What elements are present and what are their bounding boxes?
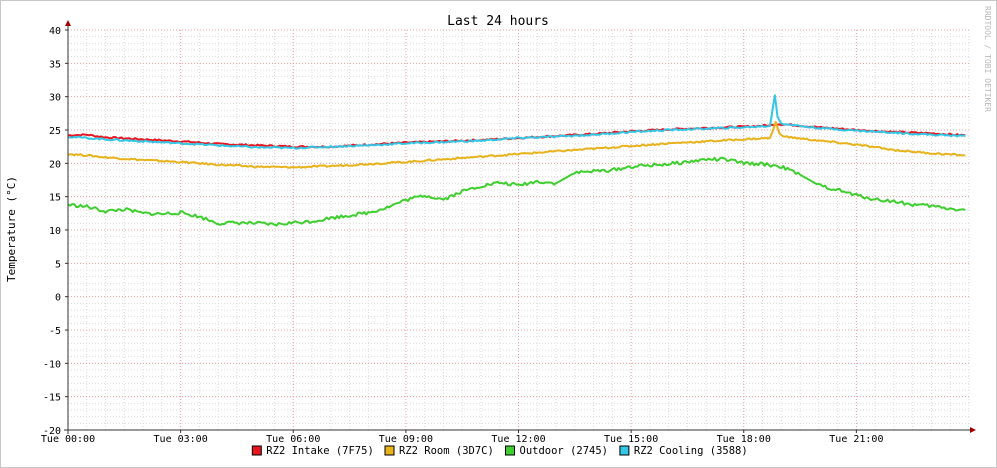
x-tick-label: Tue 06:00: [266, 434, 320, 445]
x-tick-label: Tue 21:00: [829, 434, 883, 445]
axes: [64, 20, 976, 434]
x-tick-labels: Tue 00:00 Tue 03:00 Tue 06:00 Tue 09:00 Tue …: [41, 430, 883, 445]
x-axis-arrow: [970, 427, 976, 433]
y-tick-label: 40: [49, 26, 61, 37]
legend-label-3: Outdoor (2745): [520, 445, 609, 457]
y-tick-label: 30: [49, 93, 61, 104]
y-tick-label: 5: [55, 259, 61, 270]
y-tick-label: 0: [55, 293, 61, 304]
y-axis-arrow: [65, 20, 71, 26]
legend-label-2: RZ2 Room (3D7C): [399, 445, 494, 457]
y-tick-label: -20: [43, 426, 61, 437]
series-line-2: [67, 121, 966, 169]
y-tick-label: -15: [43, 393, 61, 404]
y-tick-label: 15: [49, 193, 61, 204]
legend-label-4: RZ2 Cooling (3588): [634, 445, 748, 457]
y-tick-label: -10: [43, 359, 61, 370]
legend-label-1: RZ2 Intake (7F75): [266, 445, 373, 457]
x-tick-label: Tue 00:00: [41, 434, 95, 445]
y-tick-label: -5: [49, 326, 61, 337]
y-tick-label: 35: [49, 59, 61, 70]
series-line-4: [68, 94, 966, 150]
legend: RZ2 Intake (7F75) RZ2 Room (3D7C) Outdoor …: [251, 445, 748, 457]
series-line-3: [67, 156, 966, 227]
legend-swatch-2: [384, 445, 395, 456]
major-grid: [67, 29, 969, 431]
legend-swatch-4: [619, 445, 630, 456]
x-tick-label: Tue 15:00: [604, 434, 658, 445]
x-tick-label: Tue 09:00: [379, 434, 433, 445]
rrdtool-watermark: RRDTOOL / TOBI OETIKER: [983, 6, 992, 112]
x-tick-label: Tue 12:00: [491, 434, 545, 445]
y-axis-label: Temperature (°C): [5, 176, 18, 282]
legend-swatch-1: [251, 445, 262, 456]
legend-swatch-3: [505, 445, 515, 456]
series-lines: [67, 94, 966, 227]
y-tick-label: 10: [49, 226, 61, 237]
x-tick-label: Tue 03:00: [154, 434, 208, 445]
y-tick-label: 20: [49, 159, 61, 170]
x-tick-label: Tue 18:00: [717, 434, 771, 445]
y-tick-label: 25: [49, 126, 61, 137]
y-tick-labels: 40 35 30 25 20 15 10 5 0 -5 -10 -15 -20: [43, 26, 68, 437]
chart-title: Last 24 hours: [447, 14, 549, 29]
